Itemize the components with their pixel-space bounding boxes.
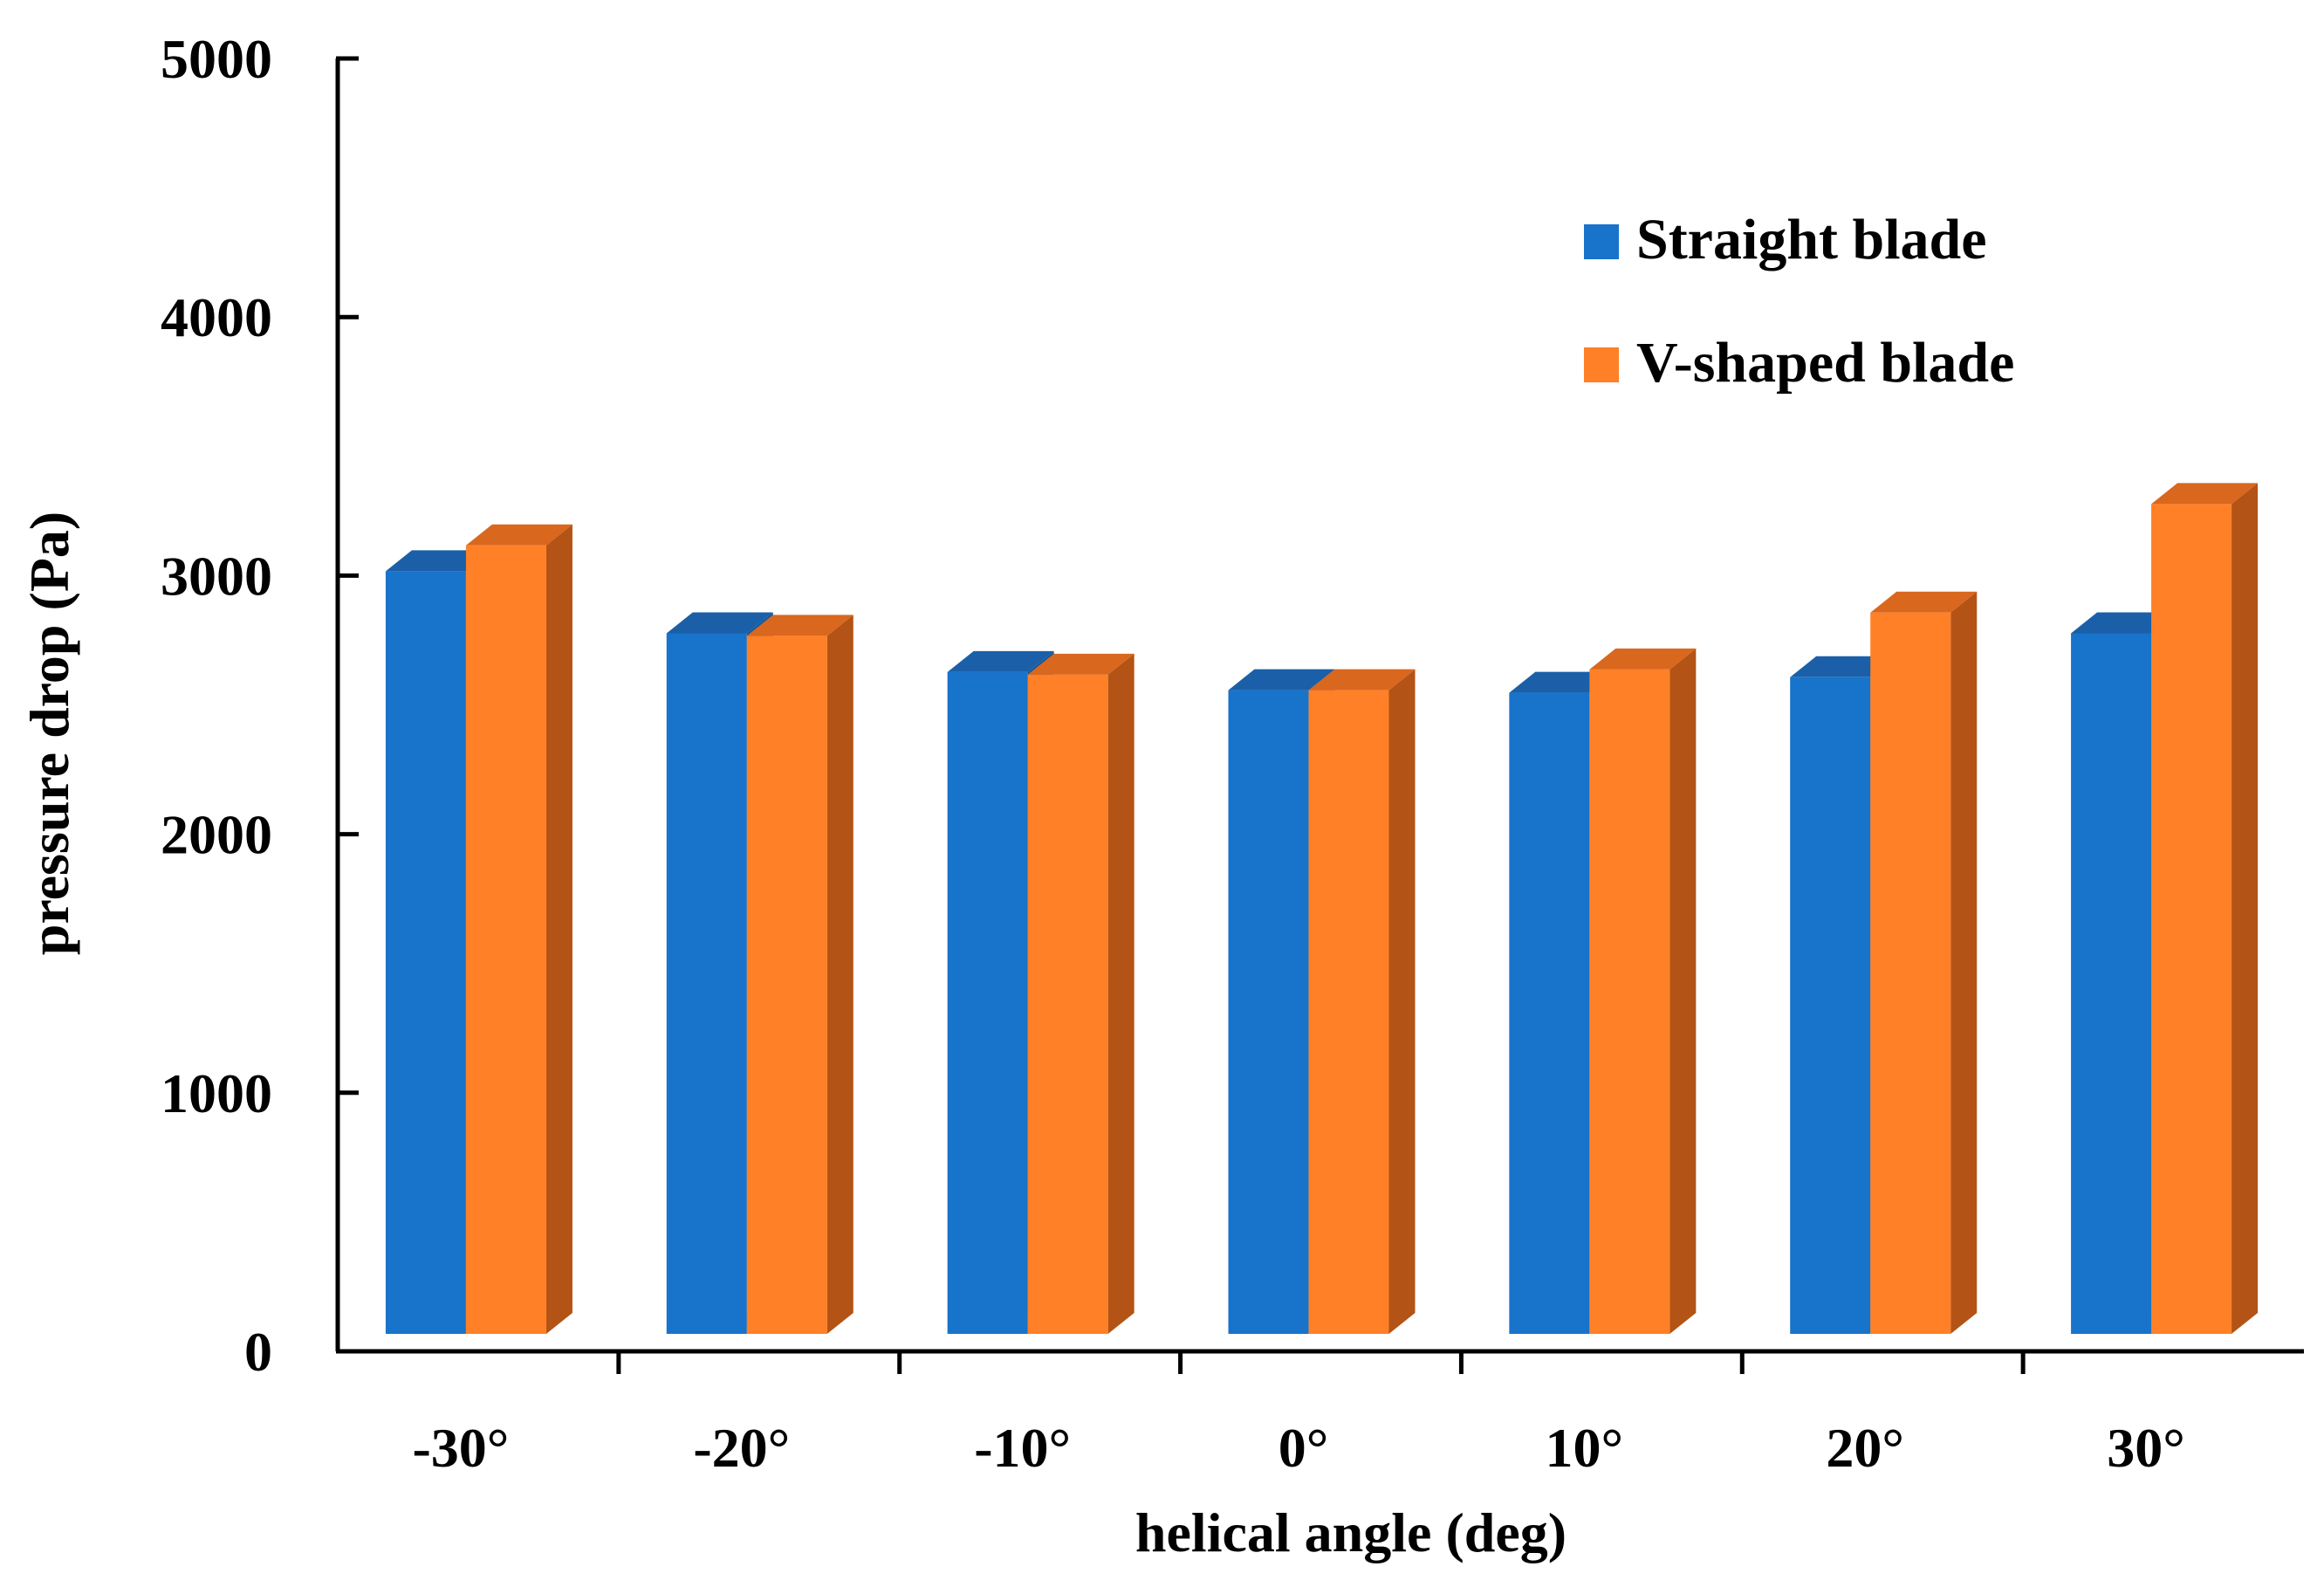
bar-straight-blade-neg10 bbox=[947, 671, 1028, 1334]
legend: Straight blade V-shaped blade bbox=[1584, 208, 2014, 395]
bar-side-v-shaped-blade-20 bbox=[1950, 591, 1978, 1334]
bar-side-v-shaped-blade-neg20 bbox=[826, 615, 854, 1334]
bar-top-straight-blade-0 bbox=[1228, 669, 1335, 691]
bar-straight-blade-0 bbox=[1228, 690, 1309, 1334]
plot-area: 0 1000 2000 3000 4000 5000 -30° -20° -10° 0° 10° 20… bbox=[161, 28, 2304, 1479]
bar-top-straight-blade-neg10 bbox=[947, 650, 1054, 672]
bar-v-shaped-blade-neg20 bbox=[746, 636, 827, 1334]
legend-item-v-shaped-blade: V-shaped blade bbox=[1584, 331, 2014, 395]
legend-item-straight-blade: Straight blade bbox=[1584, 208, 1987, 271]
x-tick-label-30: 30° bbox=[2107, 1417, 2185, 1479]
x-axis-title: helical angle (deg) bbox=[1135, 1501, 1566, 1563]
x-tick-label-neg30: -30° bbox=[412, 1417, 509, 1479]
bar-top-straight-blade-neg30 bbox=[385, 550, 492, 572]
bar-v-shaped-blade-20 bbox=[1870, 612, 1951, 1334]
legend-label-straight-blade: Straight blade bbox=[1636, 208, 1987, 271]
y-tick-label-4000: 4000 bbox=[161, 286, 272, 348]
x-tick-label-0: 0° bbox=[1279, 1417, 1329, 1479]
bar-top-v-shaped-blade-neg10 bbox=[1027, 653, 1135, 675]
bar-side-v-shaped-blade-10 bbox=[1669, 648, 1697, 1334]
bar-side-v-shaped-blade-0 bbox=[1388, 669, 1416, 1334]
bar-side-v-shaped-blade-neg10 bbox=[1107, 653, 1135, 1334]
bar-side-v-shaped-blade-neg30 bbox=[545, 524, 572, 1334]
bar-top-v-shaped-blade-neg20 bbox=[746, 615, 854, 636]
x-tick-label-neg10: -10° bbox=[974, 1417, 1071, 1479]
y-tick-label-2000: 2000 bbox=[161, 804, 272, 866]
bar-top-straight-blade-20 bbox=[1790, 656, 1897, 677]
bar-straight-blade-30 bbox=[2071, 633, 2152, 1334]
legend-label-v-shaped-blade: V-shaped blade bbox=[1636, 331, 2014, 395]
x-tick-label-neg20: -20° bbox=[693, 1417, 790, 1479]
bar-top-v-shaped-blade-20 bbox=[1870, 591, 1978, 613]
legend-swatch-v-shaped-blade bbox=[1584, 347, 1619, 382]
bar-v-shaped-blade-10 bbox=[1589, 669, 1670, 1334]
y-tick-label-1000: 1000 bbox=[161, 1062, 272, 1124]
bar-top-v-shaped-blade-10 bbox=[1589, 648, 1697, 670]
y-axis-title: pressure drop (Pa) bbox=[18, 512, 80, 955]
y-tick-label-3000: 3000 bbox=[161, 545, 272, 607]
bar-top-straight-blade-30 bbox=[2071, 612, 2178, 634]
x-tick-label-20: 20° bbox=[1826, 1417, 1904, 1479]
bar-v-shaped-blade-30 bbox=[2151, 504, 2232, 1334]
bar-top-v-shaped-blade-neg30 bbox=[465, 524, 572, 546]
bar-v-shaped-blade-neg30 bbox=[465, 545, 546, 1334]
bar-top-v-shaped-blade-30 bbox=[2151, 483, 2259, 505]
bar-straight-blade-neg20 bbox=[666, 633, 747, 1334]
bar-v-shaped-blade-neg10 bbox=[1027, 674, 1108, 1334]
bar-straight-blade-10 bbox=[1509, 692, 1590, 1334]
bar-top-v-shaped-blade-0 bbox=[1308, 669, 1416, 691]
y-tick-label-0: 0 bbox=[244, 1321, 272, 1383]
x-tick-label-10: 10° bbox=[1546, 1417, 1624, 1479]
y-tick-label-5000: 5000 bbox=[161, 28, 272, 90]
bar-straight-blade-20 bbox=[1790, 677, 1871, 1334]
legend-swatch-straight-blade bbox=[1584, 224, 1619, 259]
bar-v-shaped-blade-0 bbox=[1308, 690, 1389, 1334]
bar-top-straight-blade-10 bbox=[1509, 671, 1616, 693]
bar-top-straight-blade-neg20 bbox=[666, 612, 773, 634]
bar-side-v-shaped-blade-30 bbox=[2231, 483, 2259, 1334]
bar-straight-blade-neg30 bbox=[385, 571, 466, 1334]
